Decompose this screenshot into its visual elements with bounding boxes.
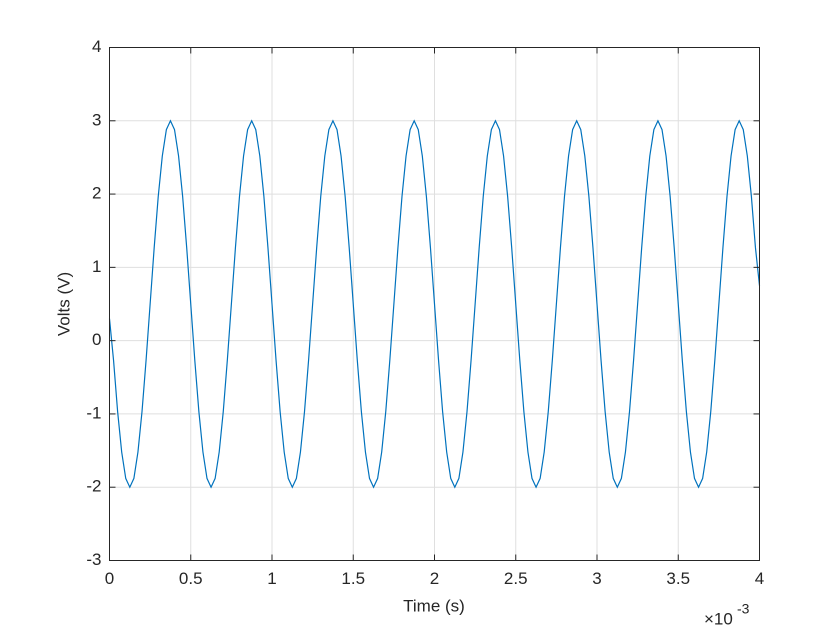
x-tick-label: 1 [267,569,276,588]
data-line [108,119,761,489]
y-tick-label: 3 [92,110,101,129]
x-tick-label: 0 [105,569,114,588]
y-tick-label: -2 [86,477,101,496]
x-tick-label: 3 [592,569,601,588]
x-tick-label: 2.5 [504,569,528,588]
x-tick-label: 3.5 [666,569,690,588]
x-axis-label: Time (s) [403,596,465,615]
y-axis-label: Volts (V) [54,272,73,336]
y-tick-label: -1 [86,403,101,422]
y-tick-label: 2 [92,184,101,203]
x-exponent-power: -3 [737,601,750,617]
x-tick-label: 1.5 [341,569,365,588]
y-tick-label: 4 [92,37,101,56]
y-tick-label: -3 [86,550,101,569]
x-tick-label: 0.5 [179,569,203,588]
x-tick-label: 2 [430,569,439,588]
y-tick-label: 0 [92,330,101,349]
x-exponent-base: ×10 [704,609,733,628]
y-tick-label: 1 [92,257,101,276]
x-tick-label: 4 [755,569,764,588]
